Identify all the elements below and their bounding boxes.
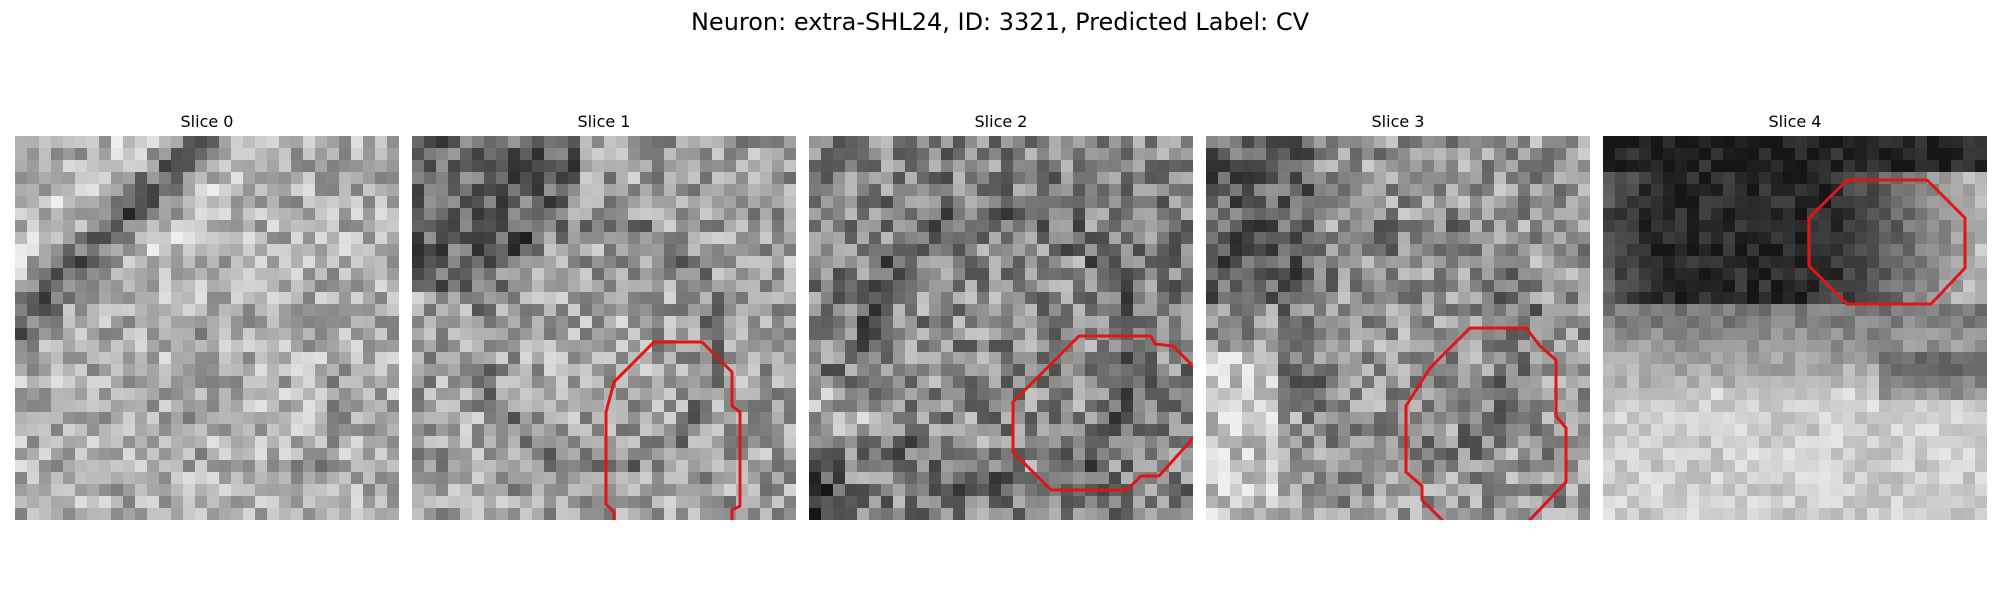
roi-contour — [1807, 178, 1967, 306]
slice-title: Slice 4 — [1768, 112, 1822, 131]
figure-title: Neuron: extra-SHL24, ID: 3321, Predicted… — [690, 8, 1310, 36]
pixel-texture — [1206, 136, 1590, 520]
roi-contour — [604, 340, 742, 520]
slice-image — [809, 136, 1193, 520]
slice-panel-2: Slice 2 — [809, 108, 1193, 520]
slice-image — [412, 136, 796, 520]
slice-image — [15, 136, 399, 520]
slice-image — [1206, 136, 1590, 520]
slice-title: Slice 3 — [1371, 112, 1425, 131]
slice-panel-4: Slice 4 — [1603, 108, 1987, 520]
slice-panel-3: Slice 3 — [1206, 108, 1590, 520]
pixel-texture — [412, 136, 796, 520]
slice-title: Slice 2 — [974, 112, 1028, 131]
roi-contour — [1404, 326, 1568, 520]
roi-contour — [1011, 334, 1193, 492]
pixel-texture — [15, 136, 399, 520]
slice-title: Slice 1 — [577, 112, 631, 131]
slice-panel-1: Slice 1 — [412, 108, 796, 520]
pixel-texture — [1603, 136, 1987, 520]
slice-panel-0: Slice 0 — [15, 108, 399, 520]
slice-image — [1603, 136, 1987, 520]
slice-title: Slice 0 — [180, 112, 234, 131]
pixel-texture — [809, 136, 1193, 520]
